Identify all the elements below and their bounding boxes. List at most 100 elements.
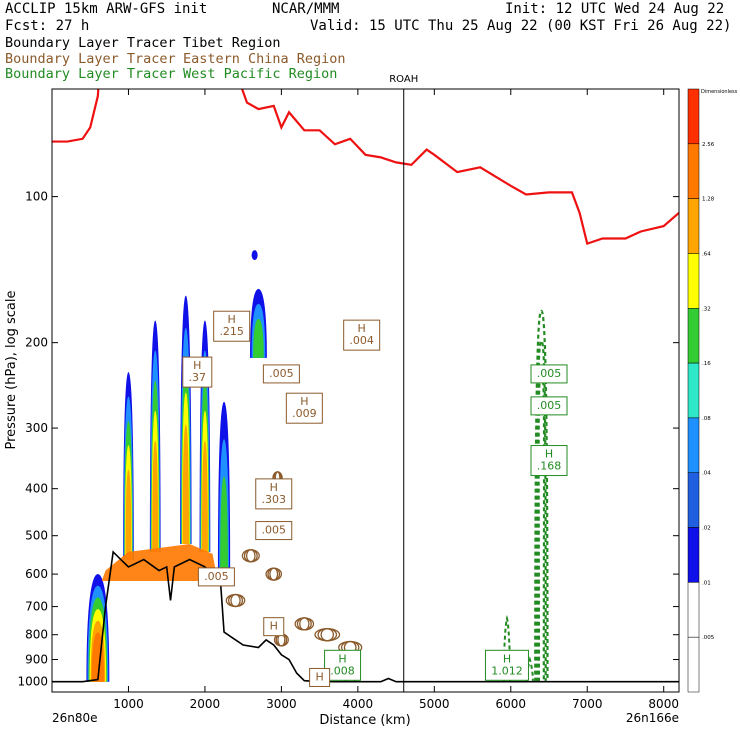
h-label-box	[182, 356, 213, 388]
h-label-value: .005	[204, 570, 229, 583]
h-label-value: 1.012	[491, 664, 523, 677]
y-tick-label: 800	[25, 628, 48, 642]
x-tick-label: 7000	[572, 697, 603, 711]
colorbar-swatch	[687, 308, 700, 364]
colorbar-swatch	[687, 636, 700, 693]
h-label-box	[343, 319, 381, 351]
colorbar-swatch	[687, 362, 700, 419]
colorbar-swatch	[687, 472, 700, 528]
h-label-box	[530, 396, 568, 416]
colorbar-swatch	[687, 417, 700, 473]
h-label-value: .37	[189, 371, 207, 384]
h-label-value: .005	[269, 367, 294, 380]
h-label-value: .005	[261, 524, 286, 537]
h-label-6: .005	[255, 521, 293, 541]
colorbar-swatch	[687, 88, 700, 145]
h-label-box	[255, 478, 293, 510]
eastern-china-contour-8-2	[320, 628, 335, 642]
h-label-9: H.008	[324, 649, 362, 681]
h-label-box	[213, 310, 251, 342]
h-label-marker: H	[270, 481, 278, 494]
x-tick-label: 6000	[496, 697, 527, 711]
colorbar-level-label: 2.56	[702, 142, 715, 148]
colorbar-level-label: .02	[702, 526, 711, 532]
x-axis: 1000 2000 3000 4000 5000 6000 7000 8000	[113, 89, 679, 711]
colorbar-level-label: .64	[702, 251, 711, 257]
h-label-layer: H.215H.37H.004.005H.009H.303.005.005HH.0…	[182, 310, 568, 687]
h-label-3: .005	[262, 364, 300, 384]
west-pacific-contour-1	[535, 339, 547, 682]
h-label-marker: H	[338, 652, 346, 665]
y-axis-title: Pressure (hPa), log scale	[4, 291, 19, 450]
line-layer	[52, 89, 679, 692]
terrain-line	[52, 550, 679, 683]
left-endpoint-label: 26n80e	[52, 711, 98, 725]
tracer-legend-region-eastern-china: Eastern China Region	[183, 51, 346, 67]
forecast-hour: Fcst: 27 h	[5, 18, 89, 34]
x-tick-label: 1000	[113, 697, 144, 711]
h-label-box	[197, 567, 235, 587]
h-label-2: H.004	[343, 319, 381, 351]
h-label-marker: H	[315, 670, 323, 683]
colorbar-swatch	[687, 582, 700, 638]
h-label-8: H	[263, 617, 285, 637]
colorbar-level-label: .005	[702, 635, 715, 641]
h-label-box	[530, 364, 568, 384]
h-label-1: H.37	[182, 356, 213, 388]
eastern-china-contour-6-2	[269, 567, 279, 581]
h-label-marker: H	[545, 448, 553, 461]
y-tick-label: 1000	[17, 675, 48, 689]
tibet-tracer-shading-3-4	[182, 424, 190, 544]
h-label-0: H.215	[213, 310, 251, 342]
h-label-box	[262, 364, 300, 384]
y-tick-label: 900	[25, 653, 48, 667]
h-label-value: .005	[537, 399, 562, 412]
h-label-value: .168	[537, 460, 562, 473]
h-label-7: .005	[197, 567, 235, 587]
h-label-value: .009	[292, 407, 317, 420]
h-label-13: H.168	[530, 445, 568, 477]
colorbar-swatch	[687, 143, 700, 199]
h-label-marker: H	[193, 359, 201, 372]
colorbar-title: Dimensionless	[701, 89, 738, 95]
tibet-tracer-speck	[251, 250, 258, 261]
tracer-legend-label-west-pacific: Boundary Layer Tracer	[5, 66, 176, 82]
y-tick-label: 400	[25, 482, 48, 496]
x-tick-label: 2000	[190, 697, 221, 711]
tibet-tracer-base	[101, 543, 217, 582]
h-label-value: .303	[261, 493, 286, 506]
tracer-legend-region-tibet: Tibet Region	[183, 35, 281, 51]
tibet-tracer-shading-2-4	[152, 440, 159, 552]
h-label-marker: H	[503, 652, 511, 665]
tropopause-line	[52, 89, 679, 246]
h-label-value: .008	[330, 664, 355, 677]
colorbar-level-label: .04	[702, 471, 711, 477]
h-label-14: H1.012	[484, 649, 529, 681]
right-endpoint-label: 26n166e	[626, 711, 679, 725]
roah-marker-label: ROAH	[389, 74, 418, 85]
tracer-legend-label-eastern-china: Boundary Layer Tracer	[5, 51, 176, 67]
y-tick-label: 200	[25, 336, 48, 350]
colorbar-level-label: .01	[702, 580, 711, 586]
tracer-legend: Boundary Layer Tracer Tibet Region Bound…	[5, 35, 346, 82]
h-label-box	[484, 649, 529, 681]
eastern-china-contour-5-2	[245, 549, 256, 563]
colorbar-level-label: .32	[702, 306, 711, 312]
y-tick-label: 500	[25, 529, 48, 543]
h-label-10: H	[309, 667, 331, 687]
eastern-china-contour-7-2	[230, 593, 241, 608]
h-label-value: .004	[349, 334, 374, 347]
h-label-marker: H	[270, 620, 278, 633]
h-label-box	[324, 649, 362, 681]
tibet-tracer-shading-5-2	[220, 476, 228, 575]
y-tick-label: 700	[25, 600, 48, 614]
eastern-china-contour-10-2	[299, 617, 310, 631]
h-label-box	[255, 521, 293, 541]
colorbar-swatch	[687, 527, 700, 583]
y-tick-label: 600	[25, 567, 48, 581]
colorbar-level-label: 1.28	[702, 197, 715, 203]
h-label-11: .005	[530, 364, 568, 384]
y-axis: 100 200 300 400 500 600 700 800 900 1000	[17, 190, 679, 689]
h-label-12: .005	[530, 396, 568, 416]
